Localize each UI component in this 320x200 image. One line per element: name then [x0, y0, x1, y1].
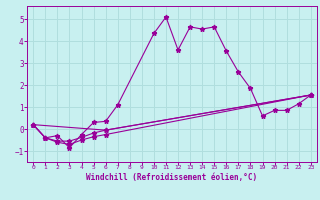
X-axis label: Windchill (Refroidissement éolien,°C): Windchill (Refroidissement éolien,°C)	[86, 173, 258, 182]
